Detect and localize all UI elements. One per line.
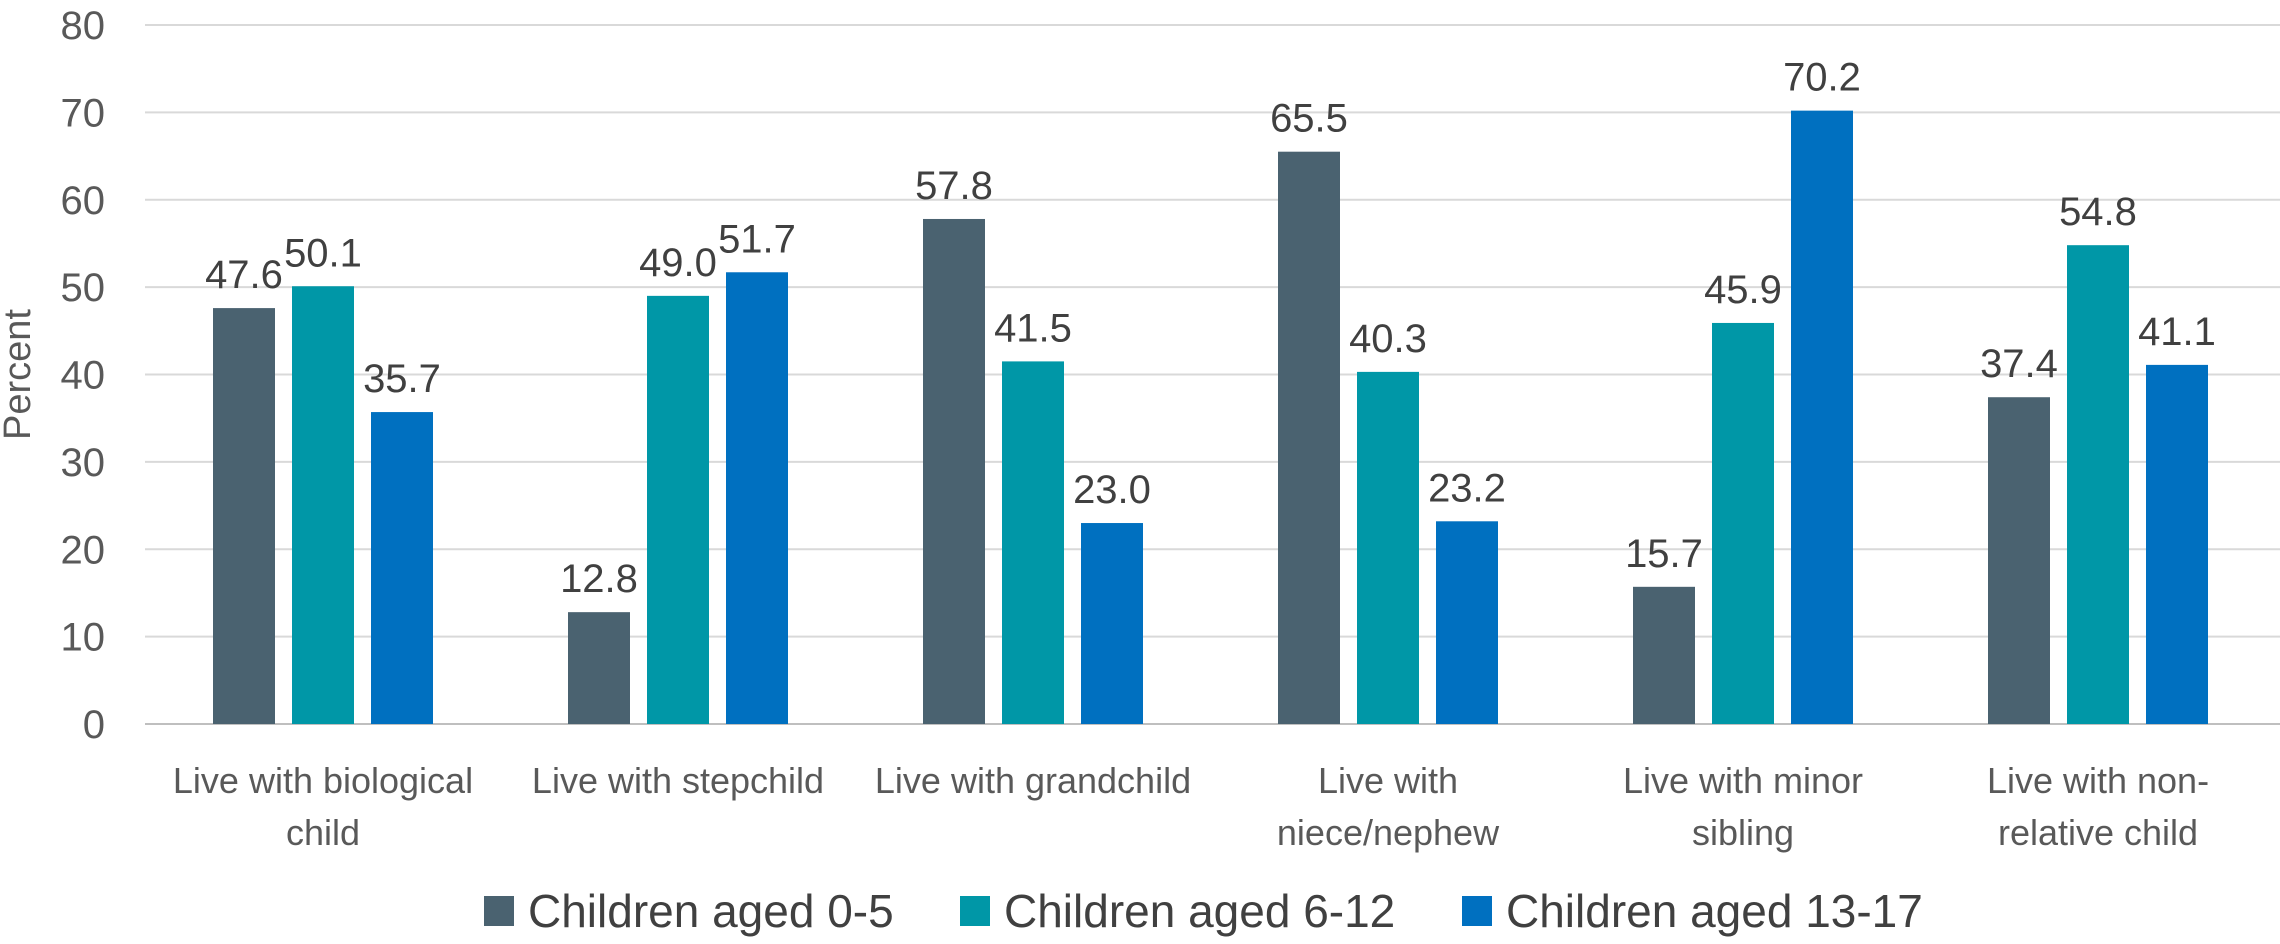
legend: Children aged 0-5 Children aged 6-12 Child…	[484, 885, 1923, 937]
legend-swatch	[1462, 896, 1492, 926]
bar	[2067, 245, 2129, 724]
data-label: 51.7	[718, 217, 796, 261]
bar	[371, 412, 433, 724]
data-label: 35.7	[363, 357, 441, 401]
gridlines	[145, 24, 2280, 725]
data-label: 41.1	[2138, 310, 2216, 354]
y-tick-label: 10	[61, 616, 106, 660]
bar	[213, 308, 275, 724]
data-label: 23.2	[1428, 466, 1506, 510]
bar	[1633, 586, 1695, 724]
legend-swatch	[484, 896, 514, 926]
data-label: 47.6	[205, 253, 283, 297]
category-label: Live with biological	[173, 760, 473, 801]
y-tick-label: 50	[61, 266, 106, 310]
bar	[1081, 523, 1143, 724]
bar	[726, 272, 788, 724]
data-label: 41.5	[994, 306, 1072, 350]
data-label: 45.9	[1704, 268, 1782, 312]
data-label: 37.4	[1980, 342, 2058, 386]
bar	[1002, 361, 1064, 724]
data-label: 50.1	[284, 231, 362, 275]
bar	[1712, 322, 1774, 724]
legend-label: Children aged 0-5	[528, 885, 894, 937]
data-label: 23.0	[1073, 468, 1151, 512]
bar	[1278, 151, 1340, 725]
y-tick-label: 0	[83, 703, 105, 747]
category-label: Live with minor	[1623, 760, 1863, 801]
y-tick-label: 40	[61, 354, 106, 398]
bar	[647, 295, 709, 724]
bar	[1791, 110, 1853, 724]
y-tick-label: 80	[61, 4, 106, 48]
y-axis-title: Percent	[0, 309, 39, 440]
bar	[568, 612, 630, 724]
category-label: Live with non-	[1987, 760, 2209, 801]
bar	[1357, 371, 1419, 724]
legend-label: Children aged 13-17	[1506, 885, 1923, 937]
data-label: 54.8	[2059, 190, 2137, 234]
category-label: Live with	[1318, 760, 1458, 801]
y-axis-ticks: 0 10 20 30 40 50 60 70 80	[61, 4, 106, 747]
bars	[213, 110, 2208, 725]
data-label: 70.2	[1783, 56, 1861, 100]
data-label: 12.8	[560, 557, 638, 601]
data-label: 57.8	[915, 164, 993, 208]
data-label: 65.5	[1270, 97, 1348, 141]
bar	[292, 286, 354, 724]
data-label: 40.3	[1349, 317, 1427, 361]
category-label: relative child	[1998, 812, 2198, 853]
data-label: 15.7	[1625, 532, 1703, 576]
bar	[1988, 397, 2050, 724]
y-tick-label: 30	[61, 441, 106, 485]
category-label: sibling	[1692, 812, 1794, 853]
data-labels: 47.6 50.1 35.7 12.8 49.051.7 57.8 41.5 23.0 65.5…	[205, 56, 2216, 602]
bar	[923, 218, 985, 724]
category-labels: Live with biological child Live with stepc…	[173, 760, 2209, 853]
legend-swatch	[960, 896, 990, 926]
category-label: child	[286, 812, 360, 853]
y-tick-label: 70	[61, 91, 106, 135]
y-tick-label: 60	[61, 179, 106, 223]
data-label: 49.0	[639, 241, 717, 285]
category-label: niece/nephew	[1277, 812, 1500, 853]
category-label: Live with grandchild	[875, 760, 1191, 801]
category-label: Live with stepchild	[532, 760, 824, 801]
y-tick-label: 20	[61, 528, 106, 572]
legend-label: Children aged 6-12	[1004, 885, 1395, 937]
bar	[1436, 521, 1498, 724]
bar	[2146, 364, 2208, 724]
